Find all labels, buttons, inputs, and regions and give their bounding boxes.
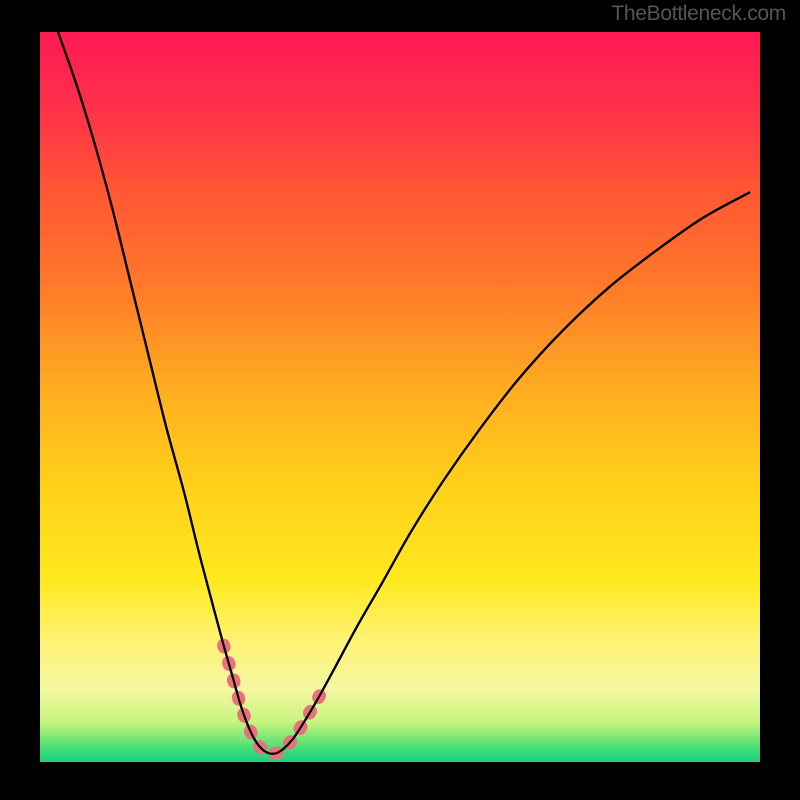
bottleneck-chart (0, 0, 800, 800)
chart-container: TheBottleneck.com (0, 0, 800, 800)
chart-gradient-background (40, 32, 760, 762)
attribution-text: TheBottleneck.com (611, 2, 786, 26)
